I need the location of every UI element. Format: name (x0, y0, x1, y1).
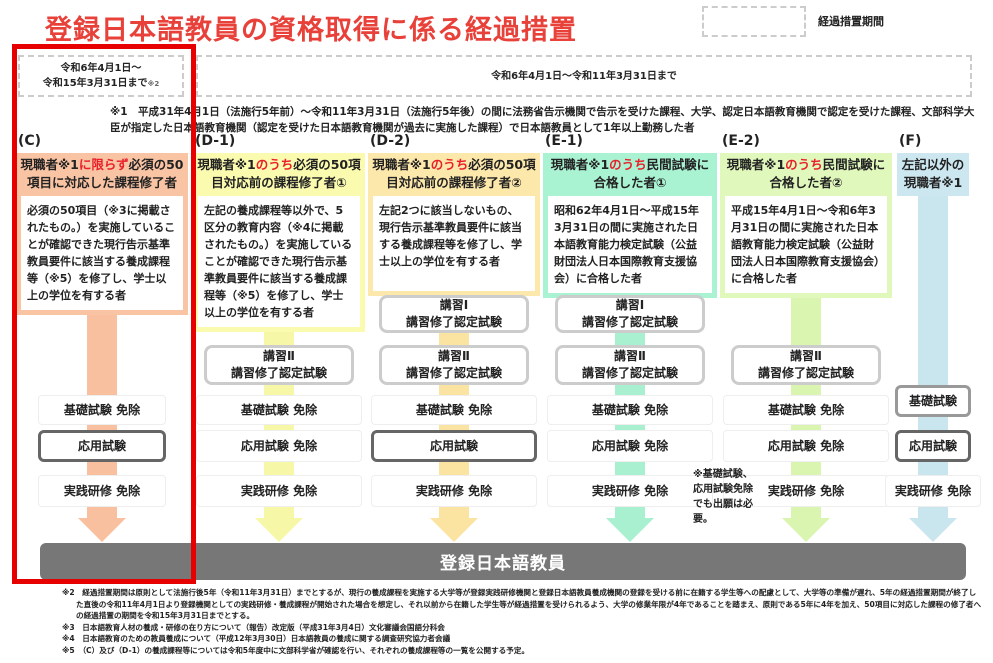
stage-oyo-d-1: 応用試験 免除 (196, 430, 362, 462)
period-c-note: ※2 (147, 80, 160, 88)
stage-jissen-c: 実践研修 免除 (38, 475, 166, 507)
title-red: のうち (430, 157, 469, 172)
arrow-down-icon (78, 518, 126, 542)
period-c: 令和6年4月1日～ 令和15年3月31日まで※2 (18, 55, 184, 97)
flow-arrow-shaft-f (918, 190, 948, 520)
title-post: 必須の50項目対応前の課程修了者② (386, 157, 536, 190)
title-post: 必須の50項目に対応した課程修了者 (26, 157, 184, 190)
title-red: のうち (609, 157, 647, 172)
category-title: 現職者※1に限らず必須の50項目に対応した課程修了者 (16, 153, 188, 196)
column-label-f: (F) (899, 133, 922, 149)
category-description: 左記2つに該当しないもの、現行告示基準教員要件に該当する養成課程等を修了し、学士… (373, 196, 535, 291)
legend-label: 経過措置期間 (818, 15, 884, 28)
column-label-e-2: (E-2) (722, 133, 760, 149)
title-pre: 左記以外の現職者※1 (901, 157, 965, 190)
stage-jissen-f: 実践研修 免除 (885, 475, 981, 507)
stage-oyo-e-1: 応用試験 免除 (547, 430, 713, 462)
footnotes: ※2 経過措置期間は原則として法施行後5年（令和11年3月31日）までとするが、… (62, 587, 982, 656)
stage-oyo-f: 応用試験 (895, 430, 971, 462)
stage-oyo-e-2: 応用試験 免除 (723, 430, 889, 462)
title-post: 民間試験に合格した者① (593, 157, 710, 190)
stage-k1-d-2: 講習Ⅰ 講習修了認定試験 (379, 295, 529, 333)
column-label-e-1: (E-1) (545, 133, 583, 149)
category-title: 左記以外の現職者※1 (897, 153, 969, 196)
stage-oyo-d-2: 応用試験 (371, 430, 537, 462)
stage-kiso-e-1: 基礎試験 免除 (547, 395, 713, 425)
title-pre: 現職者※1 (20, 157, 79, 172)
category-e-1: 現職者※1のうち民間試験に合格した者① 昭和62年4月1日～平成15年3月31日の… (543, 153, 717, 298)
column-label-d-1: (D-1) (195, 133, 236, 149)
arrow-down-icon (606, 518, 654, 542)
stage-kiso-d-2: 基礎試験 免除 (371, 395, 537, 425)
stage-jissen-d-2: 実践研修 免除 (371, 475, 537, 507)
category-e-2: 現職者※1のうち民間試験に合格した者② 平成15年4月1日～令和6年3月31日の間… (720, 153, 892, 298)
arrow-down-icon (782, 518, 830, 542)
category-description: 必須の50項目（※3に掲載されたもの。）を実施していることが確認できた現行告示基… (21, 196, 183, 310)
category-c: 現職者※1に限らず必須の50項目に対応した課程修了者 必須の50項目（※3に掲載さ… (16, 153, 188, 315)
footnote-2: ※2 経過措置期間は原則として法施行後5年（令和11年3月31日）までとするが、… (62, 588, 982, 620)
title-pre: 現職者※1 (372, 157, 431, 172)
stage-k1-e-1: 講習Ⅰ 講習修了認定試験 (555, 295, 705, 333)
note-1: ※1 平成31年4月1日（法施行5年前）～令和11年3月31日（法施行5年後）の… (110, 106, 975, 134)
page-title: 登録日本語教員の資格取得に係る経過措置 (45, 15, 577, 46)
stage-jissen-d-1: 実践研修 免除 (196, 475, 362, 507)
category-f: 左記以外の現職者※1 (897, 153, 969, 196)
category-description: 昭和62年4月1日～平成15年3月31日の間に実施された日本語教育能力検定試験（… (548, 196, 712, 293)
category-description: 左記の養成課程等以外で、5区分の教育内容（※4に掲載されたもの。）を実施している… (198, 196, 360, 327)
category-title: 現職者※1のうち民間試験に合格した者② (720, 153, 892, 196)
title-pre: 現職者※1 (726, 157, 786, 172)
category-description: 平成15年4月1日～令和6年3月31日の間に実施された日本語教育能力検定試験（公… (725, 196, 887, 293)
stage-kiso-c: 基礎試験 免除 (38, 395, 166, 425)
highlight-frame (12, 44, 196, 584)
stage-kiso-d-1: 基礎試験 免除 (196, 395, 362, 425)
title-red: のうち (785, 157, 823, 172)
category-title: 現職者※1のうち必須の50項目対応前の課程修了者① (193, 153, 365, 196)
stage-k2-e-1: 講習Ⅱ 講習修了認定試験 (555, 345, 705, 385)
category-title: 現職者※1のうち必須の50項目対応前の課程修了者② (368, 153, 540, 196)
column-label-d-2: (D-2) (370, 133, 411, 149)
e1-note: ※基礎試験、応用試験免除でも出願は必要。 (693, 469, 753, 525)
stage-k2-d-1: 講習Ⅱ 講習修了認定試験 (204, 345, 354, 385)
stage-jissen-e-1: 実践研修 免除 (547, 475, 713, 507)
stage-jissen-e-2: 実践研修 免除 (723, 475, 889, 507)
footnote-3: ※3 日本語教育人材の養成・研修の在り方について（報告）改定版（平成31年3月4… (62, 622, 445, 632)
title-post: 民間試験に合格した者② (769, 157, 886, 190)
stage-kisoF-f: 基礎試験 (895, 385, 971, 417)
title-red: のうち (255, 157, 294, 172)
column-label-c: (C) (18, 133, 42, 149)
footnote-5: ※5 （C）及び（D-1）の養成課程等については令和5年度中に文部科学省が確認を… (62, 645, 530, 655)
period-other-text: 令和6年4月1日～令和11年3月31日まで (491, 70, 677, 82)
category-d-1: 現職者※1のうち必須の50項目対応前の課程修了者① 左記の養成課程等以外で、5区分… (193, 153, 365, 332)
period-c-line1: 令和6年4月1日～ (60, 63, 142, 74)
title-pre: 現職者※1 (197, 157, 256, 172)
title-red: に限らず (78, 157, 129, 172)
title-post: 必須の50項目対応前の課程修了者① (211, 157, 361, 190)
period-c-line2: 令和15年3月31日まで (42, 78, 148, 89)
stage-k2-e-2: 講習Ⅱ 講習修了認定試験 (731, 345, 881, 385)
arrow-down-icon (430, 518, 478, 542)
category-title: 現職者※1のうち民間試験に合格した者① (543, 153, 717, 196)
category-d-2: 現職者※1のうち必須の50項目対応前の課程修了者② 左記2つに該当しないもの、現行… (368, 153, 540, 296)
stage-oyo-c: 応用試験 (38, 430, 166, 462)
period-other: 令和6年4月1日～令和11年3月31日まで (196, 55, 972, 97)
stage-k2-d-2: 講習Ⅱ 講習修了認定試験 (379, 345, 529, 385)
legend-dashed-box (702, 6, 806, 37)
title-pre: 現職者※1 (550, 157, 610, 172)
arrow-down-icon (909, 518, 957, 542)
arrow-down-icon (255, 518, 303, 542)
stage-kiso-e-2: 基礎試験 免除 (723, 395, 889, 425)
footnote-4: ※4 日本語教育のための教員養成について（平成12年3月30日）日本語教員の養成… (62, 634, 451, 643)
